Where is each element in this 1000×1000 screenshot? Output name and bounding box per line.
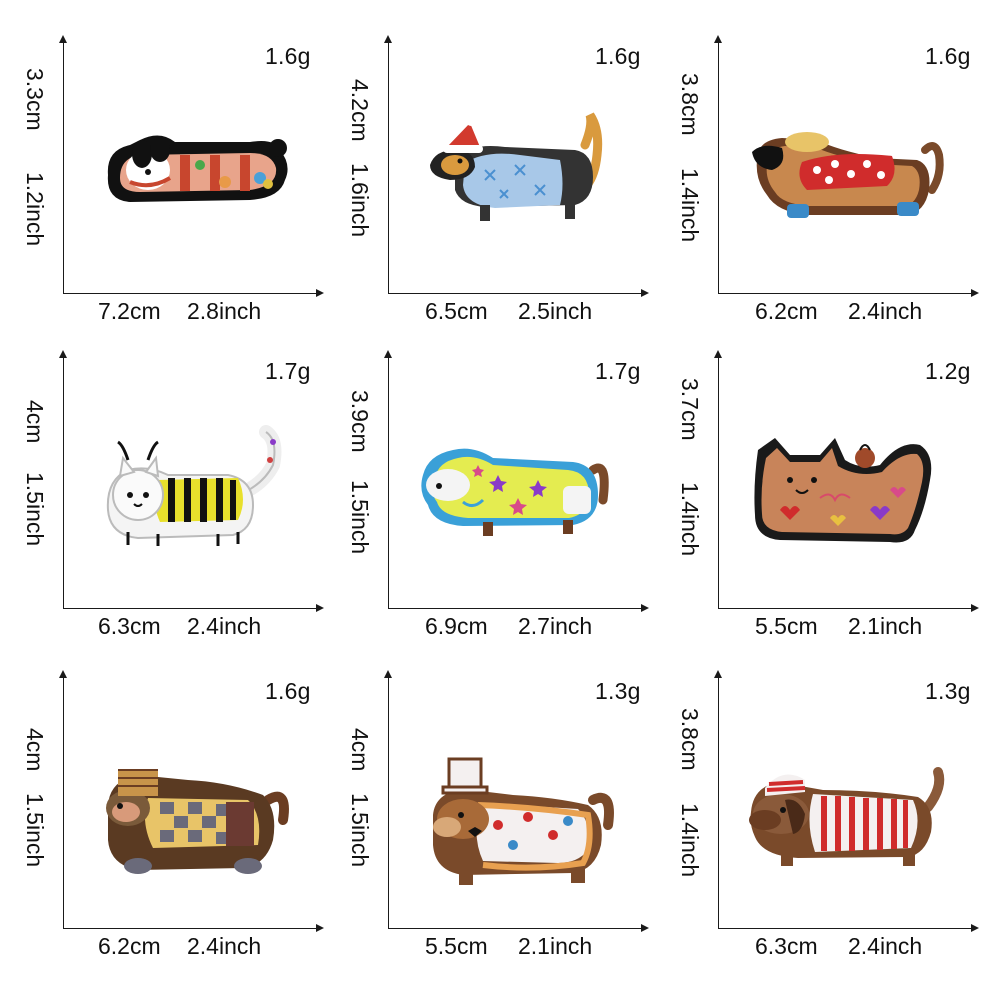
x-axis (388, 293, 643, 295)
y-axis (718, 676, 720, 929)
height-inch-label: 1.4inch (677, 168, 703, 243)
x-axis-arrow (316, 289, 324, 297)
height-cm-label: 4cm (22, 400, 48, 444)
width-inch-label: 2.5inch (518, 298, 593, 324)
dog-in-star-raincoat-icon (421, 448, 609, 536)
weight-label: 1.3g (925, 678, 971, 704)
width-inch-label: 2.4inch (848, 298, 923, 324)
height-inch-label: 1.5inch (22, 472, 48, 547)
y-axis-arrow (384, 35, 392, 43)
width-inch-label: 2.4inch (187, 933, 262, 959)
y-axis (718, 41, 720, 294)
y-axis (388, 356, 390, 609)
x-axis (63, 293, 318, 295)
x-axis-arrow (971, 604, 979, 612)
width-cm-label: 7.2cm (98, 298, 161, 324)
height-cm-label: 3.8cm (677, 708, 703, 771)
y-axis (63, 356, 65, 609)
y-axis-arrow (384, 350, 392, 358)
x-axis (63, 608, 318, 610)
x-axis (388, 928, 643, 930)
y-axis-arrow (384, 670, 392, 678)
width-inch-label: 2.4inch (187, 613, 262, 639)
width-inch-label: 2.7inch (518, 613, 593, 639)
dachshund-in-striped-shirt-icon (749, 767, 945, 866)
height-inch-label: 1.5inch (347, 793, 373, 868)
width-cm-label: 6.3cm (98, 613, 161, 639)
x-axis (718, 293, 973, 295)
x-axis (388, 608, 643, 610)
patch-card-6: 1.2g 5.5cm 2.1inch 3.7cm 1.4inch (675, 350, 1000, 670)
dachshund-in-santa-hat-icon (430, 112, 603, 221)
width-cm-label: 6.2cm (98, 933, 161, 959)
weight-label: 1.6g (265, 43, 311, 69)
weight-label: 1.6g (925, 43, 971, 69)
height-inch-label: 1.5inch (347, 480, 373, 555)
width-cm-label: 6.9cm (425, 613, 488, 639)
patch-card-9: 1.3g 6.3cm 2.4inch 3.8cm 1.4inch (675, 670, 1000, 990)
dachshund-in-top-hat-icon (433, 757, 614, 885)
y-axis (388, 41, 390, 294)
dog-in-checkered-coat-icon (106, 769, 289, 874)
weight-label: 1.6g (595, 43, 641, 69)
height-cm-label: 3.7cm (677, 378, 703, 441)
height-cm-label: 4cm (347, 728, 373, 772)
y-axis-arrow (714, 670, 722, 678)
height-inch-label: 1.4inch (677, 482, 703, 557)
width-inch-label: 2.4inch (848, 933, 923, 959)
y-axis-arrow (714, 35, 722, 43)
x-axis (718, 608, 973, 610)
height-cm-label: 3.3cm (22, 68, 48, 131)
patch-card-1: 1.6g 7.2cm 2.8inch 3.3cm 1.2inch (20, 35, 350, 355)
weight-label: 1.2g (925, 358, 971, 384)
height-cm-label: 4cm (22, 728, 48, 772)
height-inch-label: 1.6inch (347, 163, 373, 238)
y-axis-arrow (714, 350, 722, 358)
height-inch-label: 1.4inch (677, 803, 703, 878)
cat-in-bee-costume-icon (106, 425, 282, 546)
y-axis (388, 676, 390, 929)
patch-card-8: 1.3g 5.5cm 2.1inch 4cm 1.5inch (345, 670, 675, 990)
width-cm-label: 6.2cm (755, 298, 818, 324)
patch-card-2: 1.6g 6.5cm 2.5inch 4.2cm 1.6inch (345, 35, 675, 355)
x-axis (63, 928, 318, 930)
weight-label: 1.7g (265, 358, 311, 384)
x-axis-arrow (641, 604, 649, 612)
weight-label: 1.3g (595, 678, 641, 704)
dog-in-striped-sweater-icon (107, 135, 288, 202)
y-axis (718, 356, 720, 609)
y-axis (63, 676, 65, 929)
height-cm-label: 3.8cm (677, 73, 703, 136)
height-cm-label: 3.9cm (347, 390, 373, 453)
patch-card-3: 1.6g 6.2cm 2.4inch 3.8cm 1.4inch (675, 35, 1000, 355)
height-inch-label: 1.2inch (22, 172, 48, 247)
patch-card-7: 1.6g 6.2cm 2.4inch 4cm 1.5inch (20, 670, 350, 990)
y-axis (63, 41, 65, 294)
x-axis-arrow (971, 289, 979, 297)
y-axis-arrow (59, 670, 67, 678)
height-inch-label: 1.5inch (22, 793, 48, 868)
width-inch-label: 2.1inch (848, 613, 923, 639)
dog-in-polka-dot-scarf-icon (752, 132, 944, 218)
x-axis (718, 928, 973, 930)
x-axis-arrow (316, 604, 324, 612)
patch-card-4: 1.7g 6.3cm 2.4inch 4cm 1.5inch (20, 350, 350, 670)
y-axis-arrow (59, 35, 67, 43)
height-cm-label: 4.2cm (347, 79, 373, 142)
width-cm-label: 5.5cm (755, 613, 818, 639)
width-cm-label: 6.3cm (755, 933, 818, 959)
x-axis-arrow (971, 924, 979, 932)
width-inch-label: 2.8inch (187, 298, 262, 324)
cat-with-hearts-icon (754, 438, 932, 543)
x-axis-arrow (641, 924, 649, 932)
width-cm-label: 6.5cm (425, 298, 488, 324)
weight-label: 1.6g (265, 678, 311, 704)
x-axis-arrow (316, 924, 324, 932)
y-axis-arrow (59, 350, 67, 358)
weight-label: 1.7g (595, 358, 641, 384)
x-axis-arrow (641, 289, 649, 297)
width-inch-label: 2.1inch (518, 933, 593, 959)
patch-card-5: 1.7g 6.9cm 2.7inch 3.9cm 1.5inch (345, 350, 675, 670)
width-cm-label: 5.5cm (425, 933, 488, 959)
